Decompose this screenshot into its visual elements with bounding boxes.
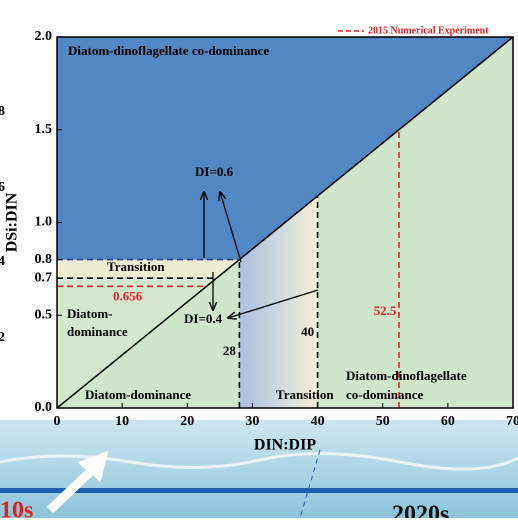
region-label: Diatom-dinoflagellate: [346, 368, 467, 383]
white-arrow: [46, 450, 109, 514]
region-label: Diatom-: [67, 306, 113, 321]
y-tick-label: 1.0: [35, 215, 53, 230]
cropped-label: 6: [0, 180, 5, 195]
region-label: Transition: [276, 387, 334, 402]
cropped-label: 4: [0, 254, 5, 269]
x-tick-label: 30: [245, 414, 259, 429]
x-tick-label: 60: [441, 414, 455, 429]
arrow: [220, 192, 242, 263]
region-label: Diatom-dinoflagellate co-dominance: [68, 43, 269, 58]
annotation: DI=0.4: [184, 311, 223, 326]
cropped-label: 2: [0, 330, 5, 345]
x-tick-label: 50: [376, 414, 390, 429]
y-axis-label: DSi:DIN: [4, 192, 21, 252]
x-tick-label: 40: [311, 414, 325, 429]
x-tick-label: 70: [506, 414, 518, 429]
y-tick-label: 2.0: [35, 29, 53, 44]
dash-line: [299, 449, 321, 519]
era-label: 2020s: [392, 502, 449, 519]
threshold-label: 52.5: [374, 303, 397, 318]
era-label: 10s: [0, 498, 33, 519]
y-tick-label: 0.0: [35, 400, 53, 415]
x-axis-label: DIN:DIP: [254, 437, 316, 454]
region-label: Transition: [107, 259, 165, 274]
threshold-label: 40: [301, 324, 314, 339]
region-label: Diatom-dominance: [85, 387, 191, 402]
x-tick-label: 0: [54, 414, 61, 429]
boundary-line: [56, 36, 514, 409]
threshold-label: 0.656: [113, 288, 143, 303]
cropped-label: 8: [0, 104, 5, 119]
threshold-label: 28: [223, 343, 237, 358]
y-tick-label: 1.5: [35, 122, 53, 137]
legend-label: 2015 Numerical Experiment: [368, 25, 489, 36]
stripe: [0, 488, 518, 493]
y-tick-label: 0.8: [35, 252, 53, 267]
region-transition-left: [57, 259, 240, 279]
y-tick-label: 0.7: [35, 270, 53, 285]
y-tick-label: 0.5: [35, 307, 53, 322]
region-label: dominance: [67, 324, 128, 339]
arrow: [228, 289, 319, 318]
x-tick-label: 20: [180, 414, 194, 429]
wave: [0, 452, 518, 471]
x-tick-label: 10: [115, 414, 129, 429]
annotation: DI=0.6: [195, 164, 234, 179]
region-label: co-dominance: [346, 387, 424, 402]
